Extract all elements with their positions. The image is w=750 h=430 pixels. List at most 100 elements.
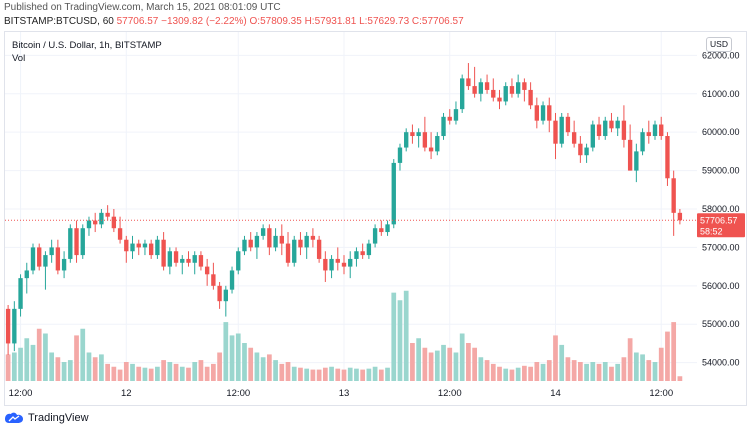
candle-body <box>615 120 620 129</box>
candle-body <box>497 97 502 102</box>
candle-body <box>428 147 434 152</box>
volume-bar <box>24 338 30 381</box>
volume-bar <box>652 362 658 381</box>
candle-body <box>528 89 533 106</box>
candle-body <box>540 105 546 121</box>
volume-bar <box>266 354 272 381</box>
candle-body <box>223 289 228 302</box>
volume-bar <box>235 333 241 381</box>
candle-body <box>229 270 235 290</box>
candle-body <box>441 116 446 137</box>
x-tick-label: 12:00 <box>226 388 250 399</box>
volume-legend: Vol <box>12 53 26 64</box>
volume-bar <box>298 367 303 381</box>
volume-bar <box>646 360 652 381</box>
open-value: O:57809.35 <box>249 16 302 27</box>
candle-body <box>646 132 651 137</box>
candle-body <box>124 239 129 252</box>
low-value: L:57629.73 <box>359 16 410 27</box>
candle-body <box>348 258 353 267</box>
candle-body <box>155 239 160 256</box>
y-tick-label: 56000.00 <box>702 281 740 291</box>
volume-bar <box>627 338 633 381</box>
candle-body <box>621 120 627 140</box>
candle-body <box>161 239 166 267</box>
volume-bar <box>211 363 216 381</box>
volume-bar <box>397 300 403 381</box>
candle-body <box>204 266 210 275</box>
candle-body <box>74 228 79 256</box>
candle-body <box>665 136 670 179</box>
volume-bar <box>633 352 639 381</box>
price-tag <box>697 213 745 238</box>
tradingview-logo-icon[interactable] <box>4 411 24 425</box>
candle-body <box>366 243 372 256</box>
candle-body <box>466 78 471 87</box>
volume-bar <box>565 357 571 381</box>
price-tag-countdown: 58:52 <box>700 226 723 236</box>
x-tick-label: 14 <box>550 388 561 399</box>
candle-body <box>659 124 664 137</box>
volume-bar <box>204 366 210 381</box>
volume-bar <box>279 363 285 381</box>
volume-bar <box>403 290 409 381</box>
candle-body <box>341 262 347 267</box>
volume-bar <box>80 328 86 381</box>
volume-bar <box>11 352 17 381</box>
volume-bar <box>254 352 260 381</box>
volume-bar <box>198 360 204 381</box>
volume-bar <box>304 368 310 381</box>
symbol-interval: BITSTAMP:BTCUSD, 60 <box>4 16 114 27</box>
candle-body <box>260 228 266 236</box>
volume-bar <box>105 363 110 381</box>
x-tick-label: 12 <box>121 388 132 399</box>
candle-body <box>111 216 117 229</box>
candle-body <box>298 239 303 248</box>
candle-body <box>273 235 278 248</box>
candle-body <box>211 274 216 286</box>
candle-body <box>652 124 658 137</box>
volume-bar <box>447 347 453 381</box>
candle-body <box>148 243 154 256</box>
candle-body <box>509 86 515 94</box>
chart-frame <box>4 31 747 406</box>
volume-bar <box>43 333 48 381</box>
volume-bar <box>223 322 229 381</box>
price-change: −1309.82 (−2.22%) <box>161 16 247 27</box>
footer: TradingView <box>4 409 89 427</box>
volume-bar <box>515 367 521 381</box>
candle-body <box>397 147 403 163</box>
volume-bar <box>658 347 664 381</box>
volume-bar <box>130 363 135 381</box>
candle-body <box>354 251 359 259</box>
volume-bar <box>67 360 73 381</box>
x-tick-label: 12:00 <box>649 388 673 399</box>
candle-body <box>435 136 440 152</box>
volume-bar <box>173 363 179 381</box>
candle-body <box>379 228 384 233</box>
tradingview-brand[interactable]: TradingView <box>28 412 89 424</box>
volume-bar <box>546 360 552 381</box>
close-value: C:57706.57 <box>411 16 464 27</box>
candle-body <box>603 120 608 137</box>
candle-body <box>472 86 477 94</box>
candle-body <box>640 132 645 152</box>
candle-body <box>80 228 85 256</box>
x-tick-label: 12:00 <box>438 388 462 399</box>
volume-bar <box>553 335 558 381</box>
volume-bar <box>335 368 341 381</box>
candle-body <box>18 278 23 309</box>
candle-body <box>460 78 465 110</box>
candle-body <box>310 235 316 240</box>
candle-body <box>559 116 564 144</box>
volume-bar <box>559 344 565 381</box>
volume-bar <box>441 344 446 381</box>
candle-body <box>627 139 633 171</box>
candle-body <box>49 247 54 256</box>
volume-bar <box>372 366 378 381</box>
candle-body <box>316 239 322 259</box>
price-tag-value: 57706.57 <box>700 215 738 225</box>
candle-body <box>130 243 135 252</box>
currency-badge[interactable]: USD <box>706 37 732 52</box>
